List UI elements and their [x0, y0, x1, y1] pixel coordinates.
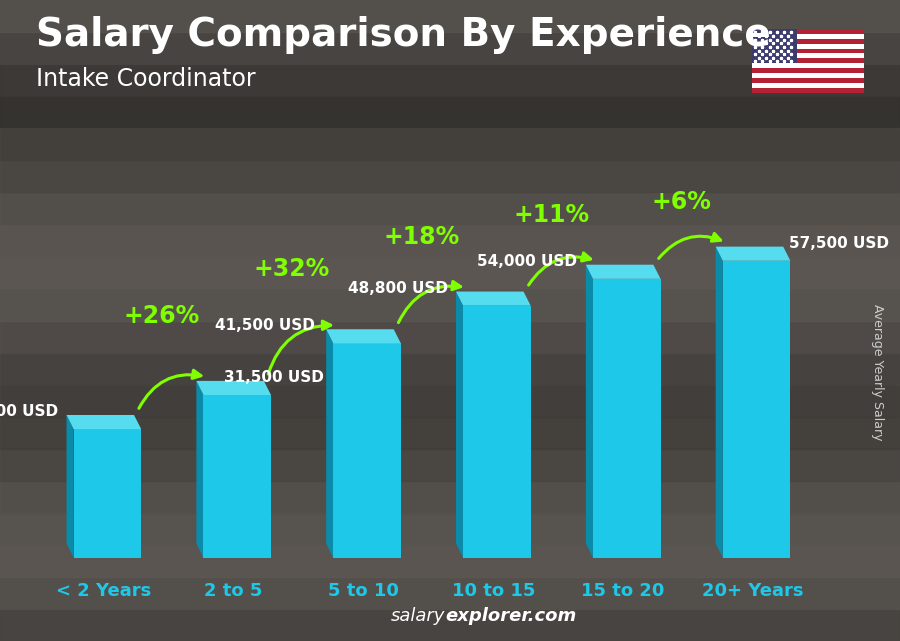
Text: Intake Coordinator: Intake Coordinator — [36, 67, 256, 91]
Text: +26%: +26% — [124, 304, 200, 328]
Bar — [0, 64, 900, 96]
Bar — [0, 128, 900, 513]
Bar — [74, 429, 141, 558]
Bar — [0, 513, 900, 545]
Bar — [0, 449, 900, 481]
Bar — [0, 160, 900, 192]
Bar — [752, 78, 864, 83]
Bar — [752, 38, 864, 44]
Bar — [0, 128, 900, 160]
Bar — [752, 88, 864, 93]
Text: 57,500 USD: 57,500 USD — [789, 236, 889, 251]
Bar — [752, 58, 864, 63]
Bar — [0, 32, 900, 64]
Bar — [0, 609, 900, 641]
Text: 15 to 20: 15 to 20 — [581, 582, 665, 600]
Polygon shape — [67, 415, 141, 429]
Text: 31,500 USD: 31,500 USD — [224, 370, 324, 385]
Text: Salary Comparison By Experience: Salary Comparison By Experience — [36, 16, 770, 54]
Bar — [752, 63, 864, 69]
Bar — [0, 256, 900, 288]
Bar — [0, 0, 900, 32]
Bar — [464, 306, 531, 558]
Bar — [0, 577, 900, 609]
Bar — [752, 29, 864, 34]
Bar — [752, 29, 796, 63]
Bar — [752, 44, 864, 49]
Bar — [203, 395, 271, 558]
Bar — [752, 69, 864, 73]
Polygon shape — [586, 265, 661, 279]
Bar — [0, 417, 900, 449]
Text: 54,000 USD: 54,000 USD — [477, 254, 578, 269]
Text: < 2 Years: < 2 Years — [56, 582, 151, 600]
Bar — [0, 96, 900, 128]
Text: explorer.com: explorer.com — [446, 607, 577, 625]
Text: +18%: +18% — [383, 225, 460, 249]
Bar — [0, 481, 900, 513]
Bar — [752, 73, 864, 78]
Text: 20+ Years: 20+ Years — [702, 582, 804, 600]
Polygon shape — [196, 381, 203, 558]
Polygon shape — [716, 247, 723, 558]
Bar — [593, 279, 661, 558]
Text: +6%: +6% — [652, 190, 711, 214]
Polygon shape — [586, 265, 593, 558]
Text: 41,500 USD: 41,500 USD — [215, 318, 315, 333]
Polygon shape — [716, 247, 790, 261]
Bar — [752, 49, 864, 53]
Bar — [752, 53, 864, 58]
Bar — [333, 344, 400, 558]
Bar — [0, 224, 900, 256]
Text: salary: salary — [392, 607, 446, 625]
Bar — [0, 192, 900, 224]
Polygon shape — [67, 415, 74, 558]
Polygon shape — [326, 329, 333, 558]
Polygon shape — [326, 329, 400, 344]
Text: 24,900 USD: 24,900 USD — [0, 404, 58, 419]
Bar — [0, 385, 900, 417]
Bar — [0, 288, 900, 320]
Text: +11%: +11% — [513, 203, 590, 227]
Polygon shape — [456, 292, 531, 306]
Bar — [723, 261, 790, 558]
Polygon shape — [196, 381, 271, 395]
Bar — [752, 34, 864, 38]
Text: 10 to 15: 10 to 15 — [452, 582, 535, 600]
Text: +32%: +32% — [254, 257, 330, 281]
Bar — [0, 545, 900, 577]
Polygon shape — [456, 292, 464, 558]
Text: 48,800 USD: 48,800 USD — [347, 281, 447, 296]
Bar — [752, 83, 864, 88]
Text: Average Yearly Salary: Average Yearly Salary — [871, 304, 884, 440]
Text: 5 to 10: 5 to 10 — [328, 582, 399, 600]
Bar — [0, 320, 900, 353]
Bar — [0, 353, 900, 385]
Text: 2 to 5: 2 to 5 — [204, 582, 263, 600]
